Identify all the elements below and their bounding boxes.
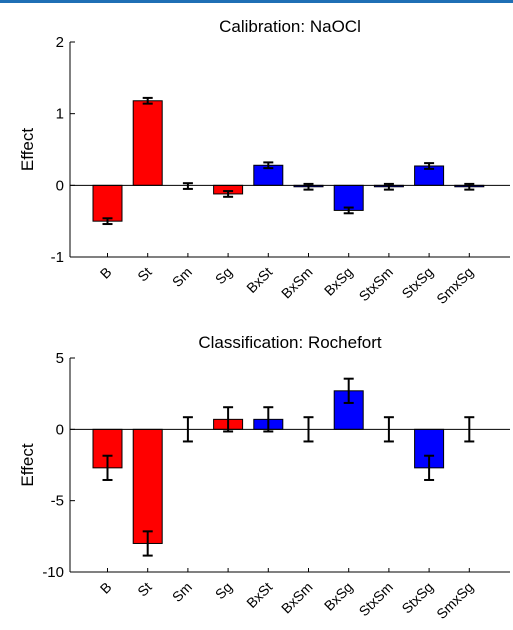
category-label-SmxSg: SmxSg — [433, 579, 476, 622]
category-label-Sg: Sg — [212, 579, 235, 602]
y-tick-label: 1 — [56, 106, 64, 123]
y-tick-label: 2 — [56, 34, 64, 51]
chart-title: Classification: Rochefort — [198, 333, 382, 352]
chart-2: Classification: Rochefort Effect B St Sm Sg Bx… — [18, 333, 510, 622]
chart-title: Calibration: NaOCl — [219, 17, 361, 36]
category-label-St: St — [134, 264, 155, 285]
y-axis-label: Effect — [18, 443, 37, 486]
category-label-St: St — [134, 579, 155, 600]
category-label-StxSm: StxSm — [356, 579, 396, 619]
category-label-BxSg: BxSg — [321, 264, 356, 299]
category-label-Sg: Sg — [212, 264, 235, 287]
category-label-B: B — [97, 579, 115, 597]
y-axis-label: Effect — [18, 128, 37, 171]
category-label-BxSt: BxSt — [243, 264, 275, 296]
y-tick-label: -10 — [42, 564, 64, 581]
category-label-Sm: Sm — [169, 579, 195, 605]
category-label-BxSm: BxSm — [278, 579, 316, 617]
bar-St — [133, 101, 162, 186]
category-label-StxSg: StxSg — [398, 264, 436, 302]
category-label-Sm: Sm — [169, 264, 195, 290]
category-label-BxSm: BxSm — [278, 264, 316, 302]
chart-1: Calibration: NaOCl Effect B St Sm Sg BxSt BxSm B… — [18, 17, 510, 307]
category-label-StxSg: StxSg — [398, 579, 436, 617]
category-label-StxSm: StxSm — [356, 264, 396, 304]
y-tick-label: 5 — [56, 350, 64, 367]
category-label-BxSt: BxSt — [243, 579, 275, 611]
category-label-SmxSg: SmxSg — [433, 264, 476, 307]
y-tick-label: -5 — [51, 493, 64, 510]
error-bar-Sm — [183, 183, 193, 189]
y-tick-label: -1 — [51, 249, 64, 266]
category-label-B: B — [97, 264, 115, 282]
y-tick-label: 0 — [56, 421, 64, 438]
category-label-BxSg: BxSg — [321, 579, 356, 614]
bar-St — [133, 429, 162, 543]
y-tick-label: 0 — [56, 177, 64, 194]
bar-B — [93, 185, 122, 221]
